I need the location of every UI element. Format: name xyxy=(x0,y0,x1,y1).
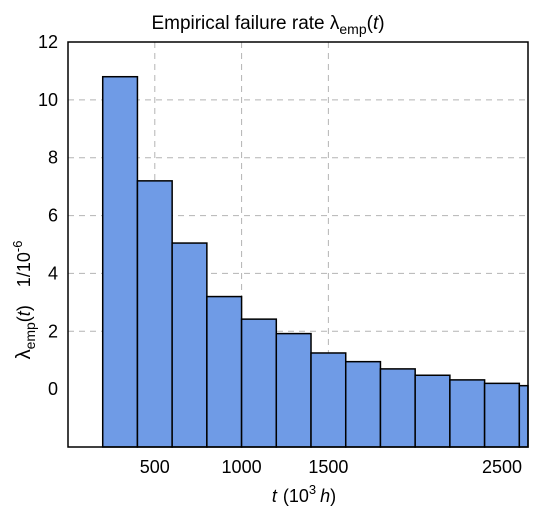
bar xyxy=(171,242,208,448)
bar xyxy=(101,75,139,448)
title-symbol: λ xyxy=(330,13,340,34)
svg-text:λemp(t)1/10-6: λemp(t) 1/10-6 xyxy=(10,241,38,360)
bar xyxy=(240,318,278,448)
xlabel-unit-exponent: 3 xyxy=(309,482,316,497)
ylabel-unit: 1/10 xyxy=(14,252,34,287)
title-subscript: emp xyxy=(339,21,366,37)
ylabel-symbol: λ xyxy=(13,349,35,359)
title-variable: t xyxy=(373,13,379,34)
y-tick-label: 8 xyxy=(48,148,58,168)
xlabel-unit-open: (10 xyxy=(283,486,309,506)
y-tick-label: 10 xyxy=(38,90,58,110)
x-tick-labels: 500 1000 1500 2500 xyxy=(140,457,522,477)
bars xyxy=(101,75,529,448)
ylabel-open-paren: ( xyxy=(14,316,34,322)
x-tick-label: 1500 xyxy=(308,457,348,477)
bar xyxy=(414,374,451,448)
y-tick-label: 12 xyxy=(38,32,58,52)
bar xyxy=(518,384,529,448)
ylabel-unit-exponent: -6 xyxy=(10,241,25,253)
xlabel-unit-variable: h xyxy=(320,486,330,506)
plot-frame xyxy=(67,41,529,448)
title-open-paren: ( xyxy=(367,13,374,34)
xlabel-variable: t xyxy=(272,486,278,506)
x-axis-label: t (103 h) xyxy=(272,482,336,506)
y-axis-label: λemp(t) 1/10-6 xyxy=(10,241,38,360)
xlabel-unit-close: ) xyxy=(330,486,336,506)
x-tick-label: 500 xyxy=(140,457,170,477)
ylabel-close-paren: ) xyxy=(14,305,34,311)
y-tick-label: 6 xyxy=(48,206,58,226)
x-tick-label: 1000 xyxy=(222,457,262,477)
bar xyxy=(310,352,347,448)
y-tick-label: 2 xyxy=(48,321,58,341)
y-tick-labels: 0 2 4 6 8 10 12 xyxy=(38,32,58,399)
chart-title: Empirical failure rate λemp(t) xyxy=(151,13,384,37)
y-tick-label: 4 xyxy=(48,263,58,283)
bar xyxy=(379,368,416,448)
ylabel-variable: t xyxy=(14,310,34,316)
bar xyxy=(136,180,173,448)
title-close-paren: ) xyxy=(378,13,384,34)
ylabel-subscript: emp xyxy=(22,322,38,349)
bar xyxy=(206,295,243,448)
bar xyxy=(344,360,382,448)
bar xyxy=(449,379,486,448)
y-tick-label: 0 xyxy=(48,379,58,399)
bar xyxy=(275,332,312,448)
bar xyxy=(483,382,521,448)
x-tick-label: 2500 xyxy=(482,457,522,477)
title-prefix: Empirical failure rate xyxy=(151,13,329,34)
